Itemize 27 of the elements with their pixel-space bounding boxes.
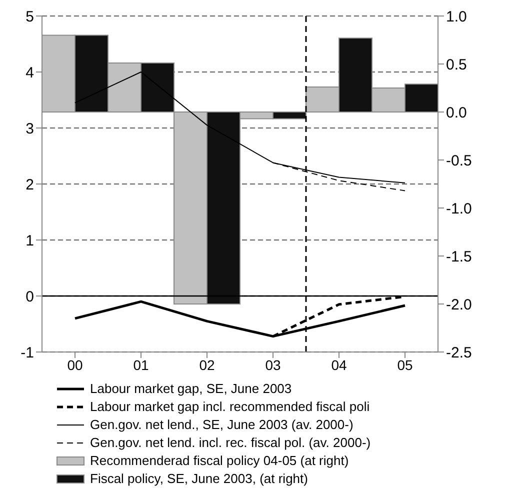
legend-label: Fiscal policy, SE, June 2003, (at right): [90, 470, 308, 488]
y2-tick-label: 0.0: [446, 104, 467, 122]
legend-label: Gen.gov. net lend. incl. rec. fiscal pol. (av. 2000-): [90, 434, 371, 452]
y2-tick-label: -2.0: [446, 296, 472, 314]
legend-label: Gen.gov. net lend., SE, June 2003 (av. 2000-): [90, 416, 354, 434]
y2-tick-label: -0.5: [446, 152, 472, 170]
y-tick-label: 2: [26, 176, 34, 194]
y-tick-label: 1: [26, 232, 34, 250]
y-tick-label: 5: [26, 8, 34, 26]
y-tick-label: 4: [26, 64, 34, 82]
x-tick-label: 04: [331, 356, 347, 373]
y2-tick-label: 0.5: [446, 56, 467, 74]
x-tick-label: 01: [133, 356, 149, 373]
x-tick-label: 05: [397, 356, 413, 373]
legend-label: Recommenderad fiscal policy 04-05 (at right): [90, 452, 349, 470]
y2-tick-label: 1.0: [446, 8, 467, 26]
y-tick-label: 0: [26, 288, 34, 306]
y-tick-label: 3: [26, 120, 34, 138]
y2-tick-label: -1.5: [446, 248, 472, 266]
legend-label: Labour market gap incl. recommended fiscal poli: [90, 398, 370, 416]
x-tick-label: 03: [265, 356, 281, 373]
legend-label: Labour market gap, SE, June 2003: [90, 380, 292, 398]
y2-tick-label: -1.0: [446, 200, 472, 218]
x-tick-label: 00: [67, 356, 83, 373]
y-tick-label: -1: [20, 344, 34, 362]
y2-tick-label: -2.5: [446, 344, 472, 362]
x-tick-label: 02: [199, 356, 215, 373]
